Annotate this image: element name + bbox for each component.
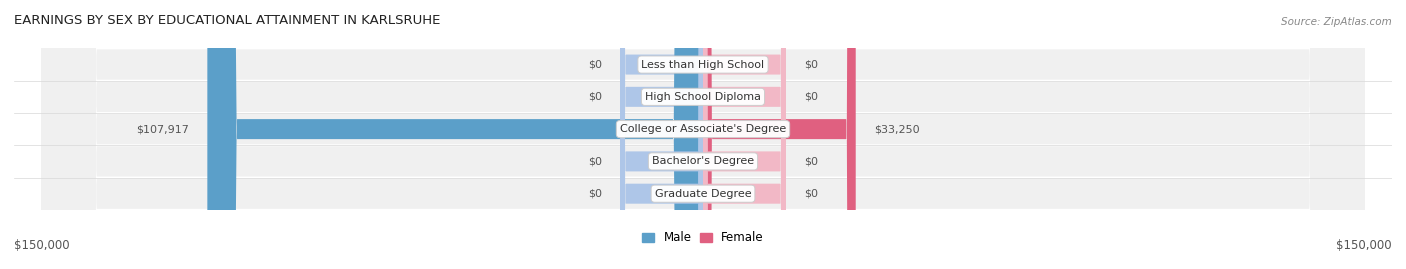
Text: $150,000: $150,000 bbox=[14, 239, 70, 252]
Text: $33,250: $33,250 bbox=[875, 124, 920, 134]
Text: $150,000: $150,000 bbox=[1336, 239, 1392, 252]
Text: Graduate Degree: Graduate Degree bbox=[655, 189, 751, 199]
Text: $107,917: $107,917 bbox=[136, 124, 188, 134]
Text: $0: $0 bbox=[804, 156, 818, 167]
FancyBboxPatch shape bbox=[703, 0, 786, 269]
FancyBboxPatch shape bbox=[703, 0, 786, 269]
Text: College or Associate's Degree: College or Associate's Degree bbox=[620, 124, 786, 134]
Text: EARNINGS BY SEX BY EDUCATIONAL ATTAINMENT IN KARLSRUHE: EARNINGS BY SEX BY EDUCATIONAL ATTAINMEN… bbox=[14, 15, 440, 27]
Legend: Male, Female: Male, Female bbox=[637, 227, 769, 249]
Text: $0: $0 bbox=[804, 189, 818, 199]
Text: $0: $0 bbox=[588, 59, 602, 70]
FancyBboxPatch shape bbox=[620, 0, 703, 269]
FancyBboxPatch shape bbox=[620, 0, 703, 269]
FancyBboxPatch shape bbox=[42, 0, 1364, 269]
FancyBboxPatch shape bbox=[703, 0, 786, 269]
FancyBboxPatch shape bbox=[703, 0, 786, 269]
Text: Less than High School: Less than High School bbox=[641, 59, 765, 70]
FancyBboxPatch shape bbox=[207, 0, 703, 269]
FancyBboxPatch shape bbox=[620, 0, 703, 269]
FancyBboxPatch shape bbox=[42, 0, 1364, 269]
FancyBboxPatch shape bbox=[42, 0, 1364, 269]
Text: $0: $0 bbox=[804, 59, 818, 70]
Text: $0: $0 bbox=[588, 156, 602, 167]
Text: High School Diploma: High School Diploma bbox=[645, 92, 761, 102]
Text: $0: $0 bbox=[804, 92, 818, 102]
Text: $0: $0 bbox=[588, 92, 602, 102]
FancyBboxPatch shape bbox=[703, 0, 856, 269]
Text: Source: ZipAtlas.com: Source: ZipAtlas.com bbox=[1281, 17, 1392, 27]
Text: Bachelor's Degree: Bachelor's Degree bbox=[652, 156, 754, 167]
FancyBboxPatch shape bbox=[42, 0, 1364, 269]
Text: $0: $0 bbox=[588, 189, 602, 199]
FancyBboxPatch shape bbox=[620, 0, 703, 269]
FancyBboxPatch shape bbox=[42, 0, 1364, 269]
